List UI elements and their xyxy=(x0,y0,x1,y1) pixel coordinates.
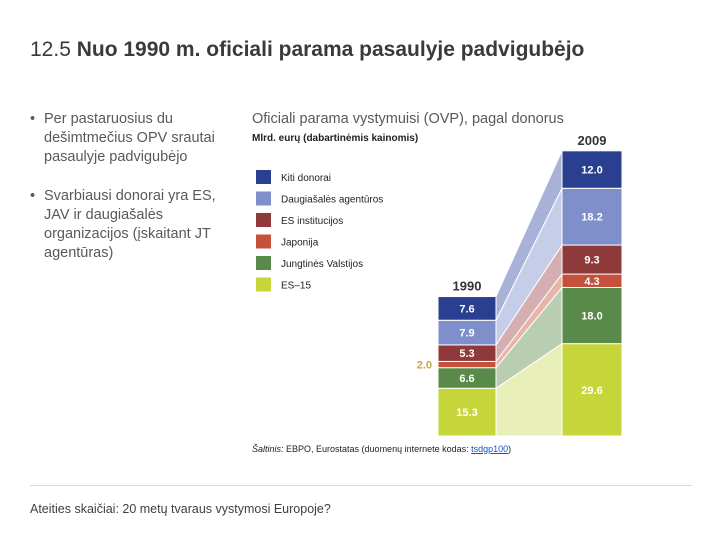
legend-label: ES–15 xyxy=(281,281,311,292)
bullet-item: Per pastaruosius du dešimtmečius OPV sra… xyxy=(30,110,245,167)
bar-segment xyxy=(437,360,497,369)
data-label: 9.3 xyxy=(584,255,599,267)
data-label: 2.0 xyxy=(417,360,432,372)
source-code-link[interactable]: tsdgp100 xyxy=(471,444,509,454)
category-label: 2009 xyxy=(578,133,607,148)
source-label: Šaltinis: xyxy=(252,444,284,454)
bar-segment xyxy=(437,296,497,321)
chart-unit-label: Mlrd. eurų (dabartinėmis kainomis) xyxy=(252,133,419,144)
footer-text: Ateities skaičiai: 20 metų tvaraus vysty… xyxy=(30,502,331,516)
legend-label: Jungtinės Valstijos xyxy=(281,259,363,270)
legend-label: Japonija xyxy=(281,238,319,249)
source-end: ) xyxy=(508,444,512,454)
slide-heading: Nuo 1990 m. oficiali parama pasaulyje pa… xyxy=(76,38,585,61)
bar-segment xyxy=(437,387,497,437)
data-label: 5.3 xyxy=(459,348,474,360)
legend-swatch xyxy=(256,277,271,292)
bar-segment xyxy=(561,187,623,246)
legend-label: Kiti donorai xyxy=(281,173,331,184)
legend-swatch xyxy=(256,234,271,249)
legend-label: Daugiašalės agentūros xyxy=(281,195,383,206)
bar-segment xyxy=(561,343,623,437)
category-label: 1990 xyxy=(453,279,482,294)
data-label: 7.6 xyxy=(459,303,474,315)
data-label: 15.3 xyxy=(456,407,477,419)
data-label: 18.0 xyxy=(581,311,602,323)
bar-segment xyxy=(561,286,623,345)
bar-segment xyxy=(561,244,623,275)
legend-swatch xyxy=(256,213,271,227)
legend-swatch xyxy=(256,256,271,270)
bullet-list: Per pastaruosius du dešimtmečius OPV sra… xyxy=(30,110,245,283)
footer-divider xyxy=(30,485,692,486)
bar-segment xyxy=(561,150,623,189)
data-label: 29.6 xyxy=(581,385,602,397)
data-label: 6.6 xyxy=(459,373,474,385)
data-label: 18.2 xyxy=(581,212,602,224)
slide-number: 12.5 xyxy=(30,38,71,61)
legend-label: ES institucijos xyxy=(281,216,343,227)
bullet-item: Svarbiausi donorai yra ES, JAV ir daugia… xyxy=(30,187,245,263)
legend-swatch xyxy=(256,170,271,184)
source-text: EBPO, Eurostatas (duomenų internete koda… xyxy=(283,444,472,454)
chart-title: Oficiali parama vystymuisi (OVP), pagal … xyxy=(252,111,564,127)
chart-source: Šaltinis: EBPO, Eurostatas (duomenų inte… xyxy=(252,444,511,454)
legend-swatch xyxy=(256,191,271,206)
data-label: 12.0 xyxy=(581,165,602,177)
data-label: 4.3 xyxy=(584,276,599,288)
slide-title: 12.5 Nuo 1990 m. oficiali parama pasauly… xyxy=(30,38,584,62)
data-label: 7.9 xyxy=(459,328,474,340)
